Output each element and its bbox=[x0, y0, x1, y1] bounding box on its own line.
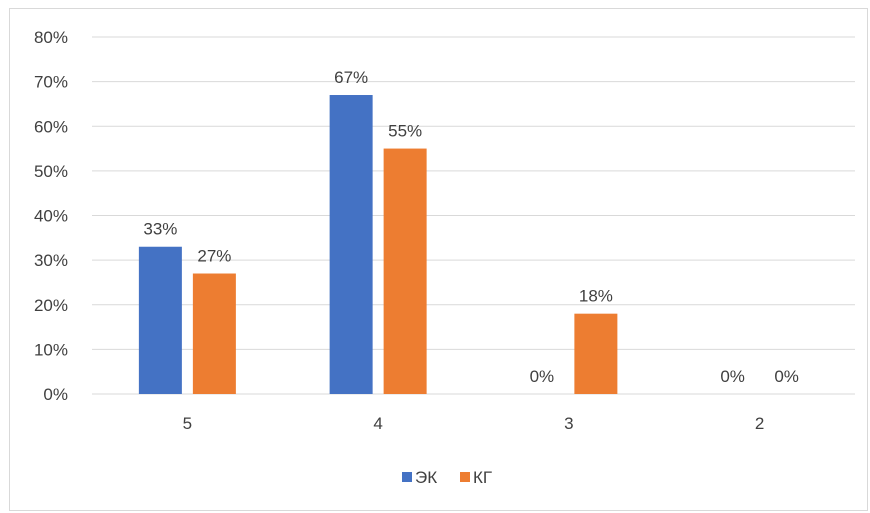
bar-kg-5 bbox=[192, 273, 236, 394]
bar-kg-4 bbox=[383, 148, 427, 394]
bar-ek-4 bbox=[329, 95, 373, 394]
y-tick-label: 20% bbox=[34, 296, 68, 315]
legend-label: КГ bbox=[473, 468, 492, 487]
y-tick-label: 30% bbox=[34, 251, 68, 270]
legend: ЭК КГ bbox=[402, 468, 492, 487]
x-tick-label: 2 bbox=[755, 414, 764, 433]
y-tick-label: 0% bbox=[43, 385, 68, 404]
y-axis-tick-labels: 0% 10% 20% 30% 40% 50% 60% 70% 80% bbox=[34, 28, 68, 404]
legend-swatch-kg bbox=[460, 472, 470, 482]
bar-kg-3 bbox=[574, 313, 618, 394]
data-label: 27% bbox=[197, 247, 231, 266]
y-tick-label: 80% bbox=[34, 28, 68, 47]
data-label: 18% bbox=[579, 287, 613, 306]
y-tick-label: 50% bbox=[34, 162, 68, 181]
bars bbox=[138, 95, 618, 394]
y-tick-label: 40% bbox=[34, 207, 68, 226]
data-label: 0% bbox=[774, 367, 799, 386]
data-label: 33% bbox=[143, 220, 177, 239]
y-tick-label: 60% bbox=[34, 117, 68, 136]
data-label: 67% bbox=[334, 68, 368, 87]
x-tick-label: 4 bbox=[373, 414, 382, 433]
x-tick-label: 3 bbox=[564, 414, 573, 433]
data-labels: 33% 27% 67% 55% 0% 18% 0% 0% bbox=[143, 68, 799, 386]
data-label: 0% bbox=[720, 367, 745, 386]
x-axis-tick-labels: 5 4 3 2 bbox=[183, 414, 765, 433]
data-label: 55% bbox=[388, 122, 422, 141]
x-tick-label: 5 bbox=[183, 414, 192, 433]
bar-ek-5 bbox=[138, 246, 182, 394]
y-tick-label: 70% bbox=[34, 73, 68, 92]
legend-label: ЭК bbox=[415, 468, 437, 487]
data-label: 0% bbox=[530, 367, 555, 386]
y-tick-label: 10% bbox=[34, 340, 68, 359]
legend-swatch-ek bbox=[402, 472, 412, 482]
